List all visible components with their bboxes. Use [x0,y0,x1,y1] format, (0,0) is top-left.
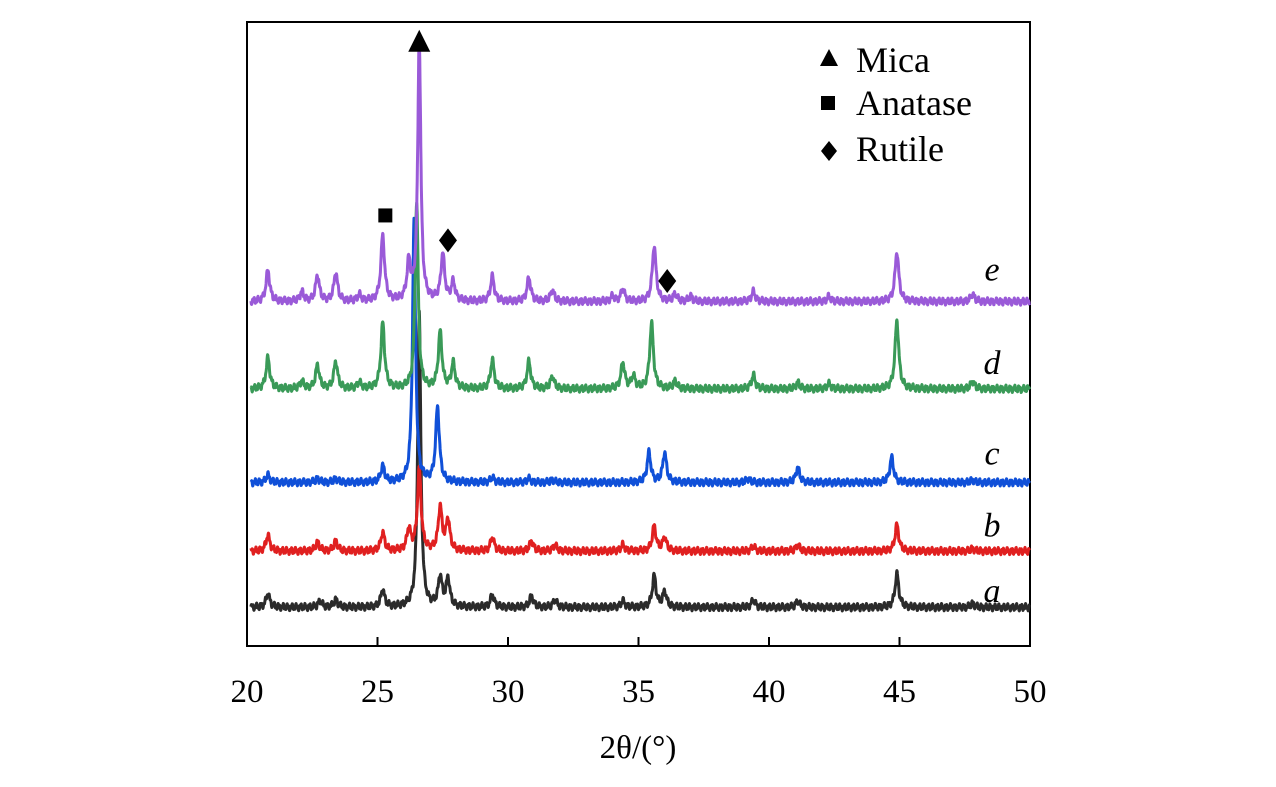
x-axis-label: 2θ/(°) [600,730,677,766]
legend: Mica Anatase Rutile [820,40,972,169]
x-axis: 20 25 30 35 40 45 50 [231,637,1047,710]
series-line-a [249,309,1031,613]
square-icon [378,208,393,223]
x-tick-label: 30 [492,674,525,710]
diamond-icon [821,141,837,161]
legend-item-mica: Mica [820,40,930,80]
x-tick-label: 25 [361,674,394,710]
series-label-c: c [984,436,999,473]
triangle-icon [820,49,838,66]
series-label-a: a [984,573,1001,610]
x-tick-label: 40 [753,674,786,710]
diamond-icon [658,268,677,293]
x-tick-label: 50 [1014,674,1047,710]
series-line-e [249,37,1031,307]
legend-label-mica: Mica [856,40,930,80]
series-labels: abc d e [984,251,1002,609]
series-label-d: d [984,345,1002,382]
series-line-b [249,465,1031,557]
phase-annotations [378,29,677,293]
legend-item-anatase: Anatase [821,83,972,123]
square-icon [821,96,835,110]
series-label-b: b [984,507,1001,544]
x-tick-label: 45 [883,674,916,710]
series-layer [249,37,1031,613]
x-tick-label: 20 [231,674,264,710]
legend-label-anatase: Anatase [856,83,972,123]
legend-label-rutile: Rutile [856,129,944,169]
series-line-c [249,216,1031,488]
legend-item-rutile: Rutile [821,129,944,169]
diamond-icon [438,228,457,253]
triangle-icon [408,29,431,52]
series-line-d [249,201,1031,394]
series-label-e: e [984,251,999,288]
x-tick-label: 35 [622,674,655,710]
